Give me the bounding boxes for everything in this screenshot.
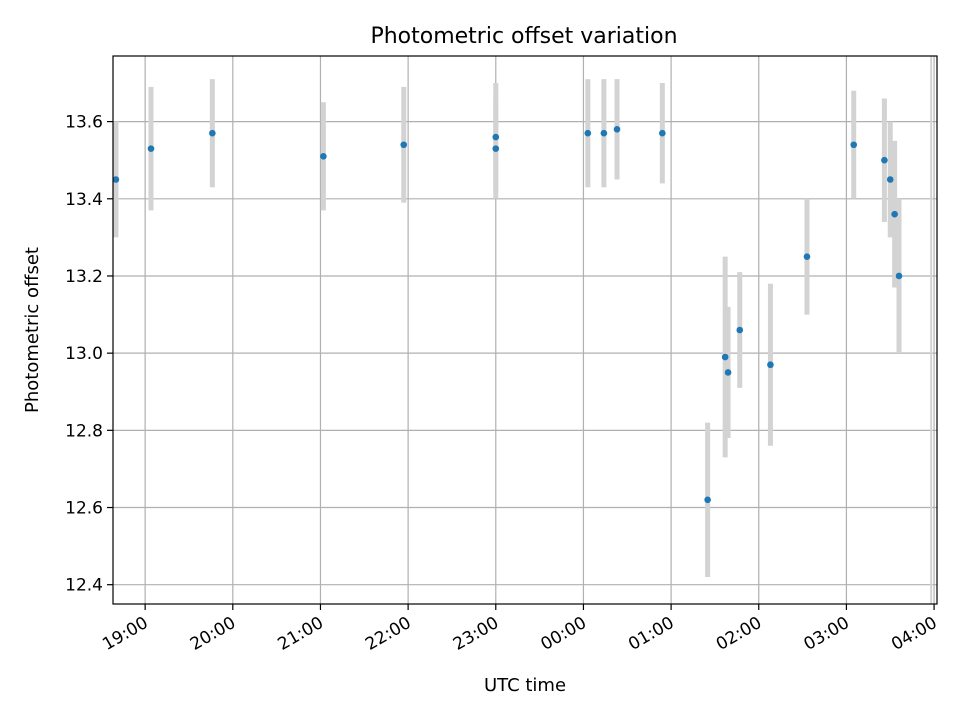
data-point: [850, 141, 858, 149]
data-points: [112, 126, 903, 504]
x-axis-label: UTC time: [484, 675, 566, 696]
y-tick-label: 12.6: [65, 499, 103, 519]
x-tick-label: 21:00: [275, 613, 327, 655]
x-tick-label: 20:00: [187, 613, 239, 655]
data-point: [659, 129, 666, 137]
y-tick-label: 13.4: [65, 190, 103, 210]
data-point: [803, 253, 811, 260]
data-point: [209, 129, 216, 137]
data-point: [886, 176, 894, 183]
data-point: [881, 156, 888, 164]
x-tick-label: 03:00: [800, 613, 852, 655]
x-tick-label: 23:00: [450, 613, 502, 655]
y-tick-label: 13.0: [65, 344, 103, 364]
y-tick-label: 13.2: [65, 267, 103, 287]
data-point: [112, 176, 120, 183]
y-tick-label: 13.6: [65, 113, 103, 133]
axis-ticks: 19:00 20:00 21:00 22:00 23:00 00:00 01:00 02:00…: [65, 113, 940, 655]
x-tick-label: 19:00: [99, 613, 151, 655]
data-point: [613, 126, 621, 133]
data-point: [767, 361, 774, 369]
y-tick-label: 12.4: [65, 576, 103, 596]
data-point: [147, 145, 155, 152]
data-point: [584, 129, 592, 137]
error-bars: [113, 56, 933, 604]
chart-title: Photometric offset variation: [370, 24, 677, 49]
data-point: [492, 133, 500, 141]
grid: [113, 56, 937, 604]
data-point: [704, 496, 711, 504]
data-point: [400, 141, 408, 149]
data-point: [724, 369, 732, 376]
x-tick-label: 01:00: [625, 613, 677, 655]
data-point: [891, 210, 898, 218]
x-tick-label: 02:00: [713, 613, 765, 655]
y-tick-label: 12.8: [65, 421, 103, 441]
plot-frame: [112, 55, 938, 605]
data-point: [736, 326, 744, 334]
x-tick-label: 00:00: [538, 613, 590, 655]
data-point: [721, 353, 729, 361]
y-axis-label: Photometric offset: [22, 247, 43, 413]
data-point: [320, 153, 327, 160]
data-point: [492, 145, 500, 152]
data-point: [600, 129, 608, 137]
x-tick-label: 22:00: [362, 613, 414, 655]
data-point: [895, 272, 903, 280]
x-tick-label: 04:00: [888, 613, 940, 655]
